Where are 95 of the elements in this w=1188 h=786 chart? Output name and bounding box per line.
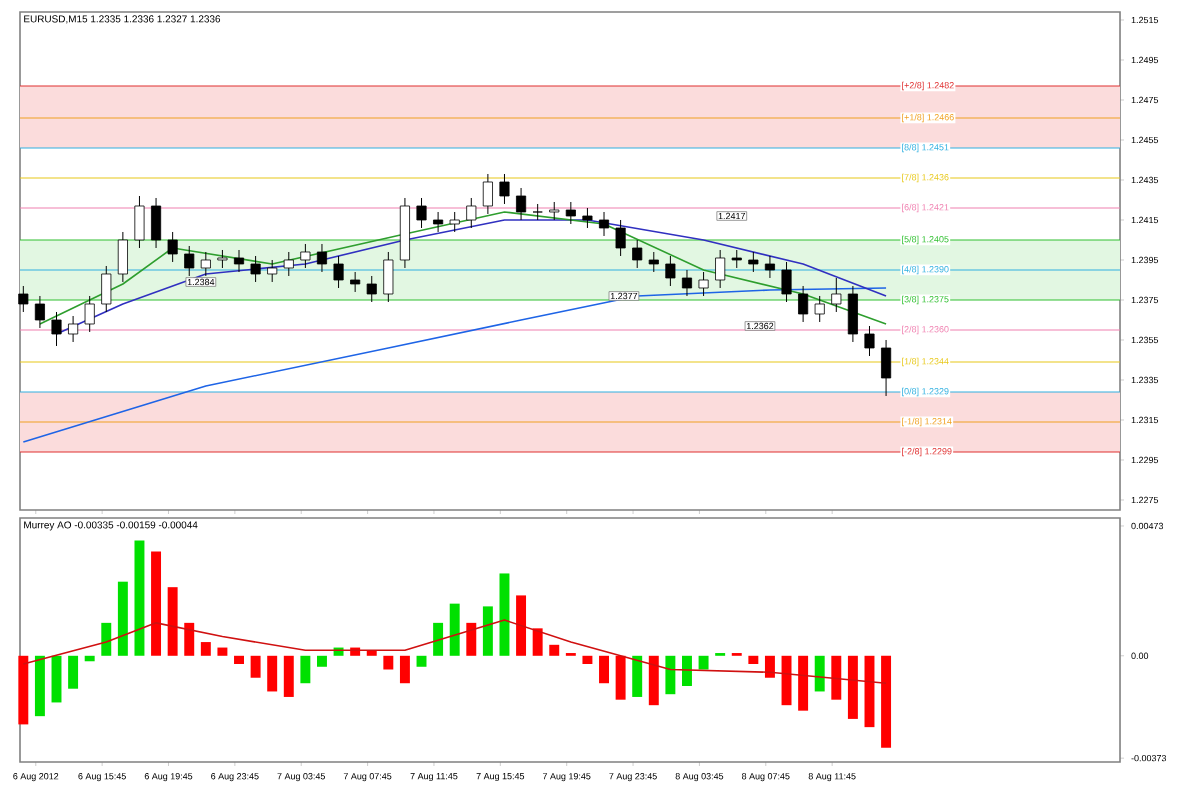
candlestick (350, 271, 361, 293)
candlestick (117, 231, 128, 283)
bar (632, 655, 643, 697)
candlestick (383, 251, 394, 303)
bar (482, 606, 493, 656)
bar (516, 595, 527, 656)
candlestick (250, 255, 261, 283)
candlestick (847, 285, 858, 343)
bar (449, 603, 460, 656)
candlestick (68, 315, 79, 343)
bar (101, 622, 112, 656)
line-series (22, 287, 887, 443)
bar (316, 655, 327, 667)
line-series (22, 619, 887, 685)
candlestick (366, 275, 377, 303)
bar (267, 655, 278, 692)
bar (200, 642, 211, 656)
bar (134, 540, 145, 656)
candlestick (598, 211, 610, 237)
bar (416, 655, 427, 667)
candlestick (184, 245, 195, 277)
bar (167, 587, 178, 656)
bar (300, 655, 311, 684)
candlestick (433, 211, 444, 233)
bar (698, 655, 709, 670)
bar (399, 655, 410, 684)
candlestick (167, 231, 178, 263)
bar (615, 655, 626, 700)
candlestick (748, 251, 759, 273)
bar (599, 655, 609, 684)
bar (84, 655, 95, 662)
candlestick (698, 271, 709, 297)
candlestick (814, 295, 825, 323)
candlestick (632, 239, 643, 269)
candlestick (134, 195, 145, 249)
candlestick (516, 187, 527, 221)
bar (781, 655, 792, 706)
candlestick (267, 259, 278, 283)
candlestick (565, 201, 576, 225)
candlestick (416, 197, 427, 229)
candlestick (449, 211, 460, 233)
bar (532, 628, 543, 656)
candlestick (34, 295, 45, 329)
candlestick (781, 261, 792, 303)
candlestick (864, 325, 875, 357)
bar (68, 655, 79, 689)
candlestick (798, 285, 809, 323)
bar (466, 622, 477, 656)
bar (117, 581, 128, 656)
candlestick (482, 173, 493, 215)
bar (665, 655, 676, 695)
candlestick (764, 255, 775, 279)
line-series (39, 211, 887, 325)
bar (549, 644, 560, 656)
candlestick (283, 251, 294, 277)
candlestick (300, 243, 311, 269)
candlestick (18, 285, 29, 313)
bar (847, 655, 858, 719)
bar (764, 655, 775, 678)
bar (151, 551, 162, 656)
bar (18, 655, 29, 725)
bar (234, 655, 244, 665)
bar (831, 655, 842, 700)
bar (682, 655, 692, 686)
candlestick (51, 311, 62, 347)
bar (433, 622, 444, 656)
candlestick (615, 219, 626, 257)
candlestick (681, 269, 693, 297)
candlestick (665, 255, 676, 287)
candlestick (499, 173, 510, 205)
candlestick (715, 249, 726, 289)
candlestick (466, 197, 477, 229)
bar (798, 655, 809, 711)
candlestick (84, 295, 95, 333)
candlestick (831, 277, 842, 313)
candlestick (233, 249, 245, 273)
bar (499, 573, 510, 656)
candlestick (582, 207, 593, 229)
bar (648, 655, 659, 706)
bar (383, 655, 394, 670)
bar (250, 655, 261, 678)
bar (748, 655, 759, 665)
candlestick (881, 339, 892, 397)
bar (582, 655, 593, 665)
bar (814, 655, 825, 692)
bar (34, 655, 45, 717)
bar (283, 655, 294, 697)
candlestick (101, 265, 112, 313)
candlestick (333, 255, 344, 289)
candlestick (648, 251, 659, 273)
candlestick (316, 243, 328, 273)
bar (881, 655, 892, 748)
bar (217, 647, 228, 656)
bar (184, 622, 195, 656)
candlestick (151, 197, 162, 249)
